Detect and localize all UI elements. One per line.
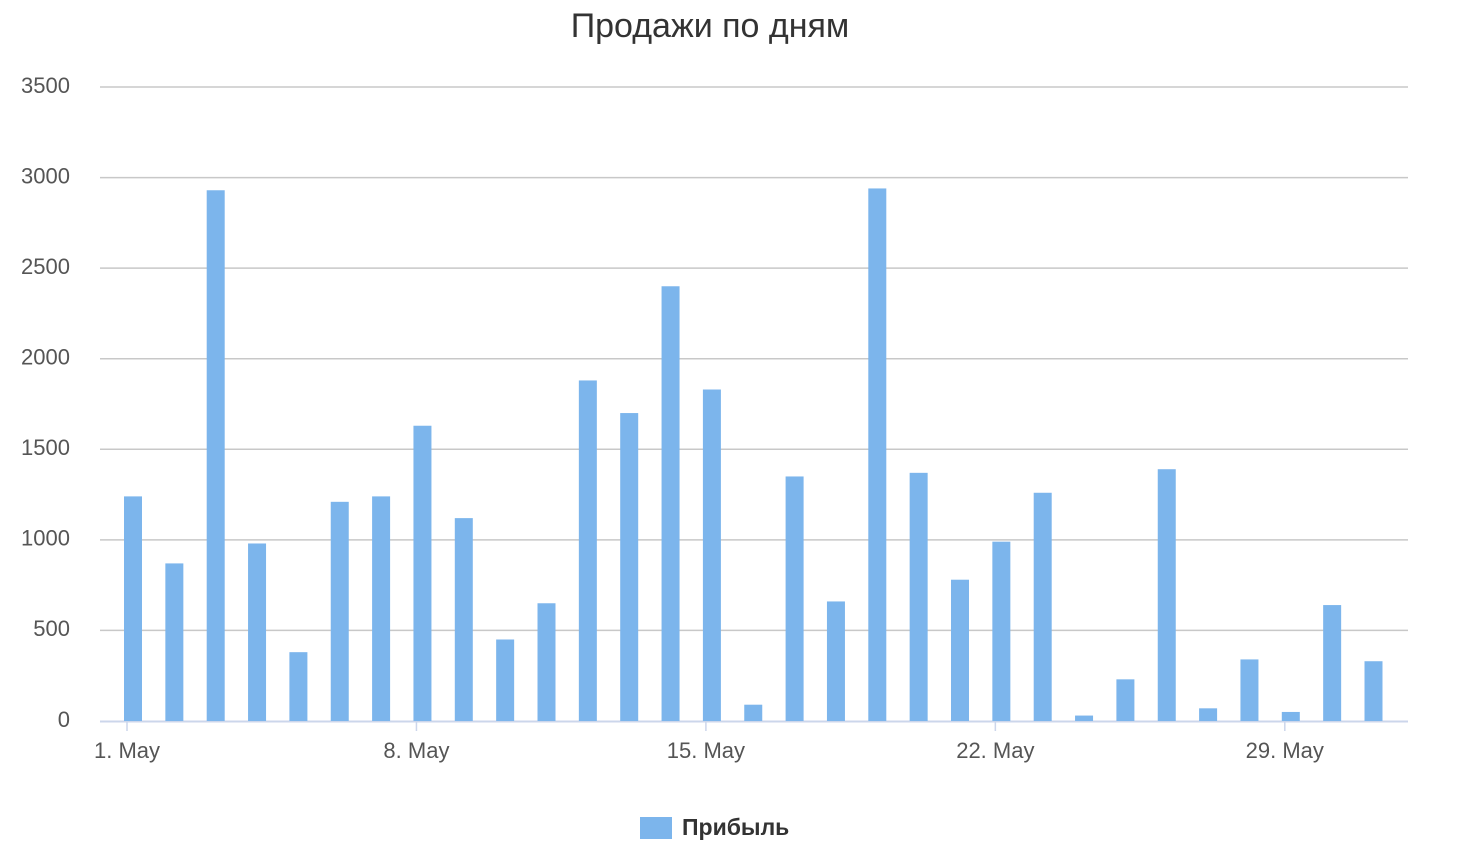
x-tick-label: 15. May xyxy=(667,738,745,763)
bar xyxy=(413,425,432,721)
bar xyxy=(1157,469,1176,721)
bar xyxy=(578,380,597,721)
bar xyxy=(661,286,680,721)
x-tick-label: 8. May xyxy=(383,738,449,763)
bar xyxy=(826,601,845,721)
y-tick-label: 2000 xyxy=(21,345,70,370)
bar xyxy=(537,603,556,721)
bar xyxy=(868,188,887,721)
bar xyxy=(785,476,804,721)
y-tick-label: 1500 xyxy=(21,435,70,460)
x-tick-label: 1. May xyxy=(94,738,160,763)
bar xyxy=(454,518,473,721)
bar xyxy=(496,639,515,721)
y-tick-label: 3000 xyxy=(21,163,70,188)
bar xyxy=(909,472,928,721)
bar xyxy=(992,541,1011,721)
bar xyxy=(1199,708,1218,721)
bar xyxy=(744,704,763,721)
bar xyxy=(702,389,721,721)
bar xyxy=(330,501,349,721)
bar xyxy=(951,579,969,721)
bar xyxy=(372,496,391,721)
bar xyxy=(1240,659,1259,721)
bar xyxy=(206,190,225,721)
chart-title: Продажи по дням xyxy=(571,7,850,45)
y-tick-label: 0 xyxy=(58,707,70,732)
y-tick-label: 3500 xyxy=(21,73,70,98)
bar xyxy=(248,543,267,721)
legend-swatch xyxy=(640,817,672,839)
bar xyxy=(165,563,184,721)
bar xyxy=(1364,661,1383,721)
y-tick-label: 1000 xyxy=(21,526,70,551)
y-tick-label: 500 xyxy=(33,616,70,641)
bar xyxy=(124,496,142,721)
bar xyxy=(620,413,639,721)
bar xyxy=(289,652,308,721)
bar xyxy=(1075,715,1094,721)
legend-label: Прибыль xyxy=(682,814,789,840)
bar xyxy=(1033,492,1052,721)
bar xyxy=(1323,605,1342,721)
y-tick-label: 2500 xyxy=(21,254,70,279)
x-tick-label: 22. May xyxy=(956,738,1034,763)
bar xyxy=(1281,711,1300,721)
bar xyxy=(1116,679,1135,721)
x-tick-label: 29. May xyxy=(1246,738,1324,763)
